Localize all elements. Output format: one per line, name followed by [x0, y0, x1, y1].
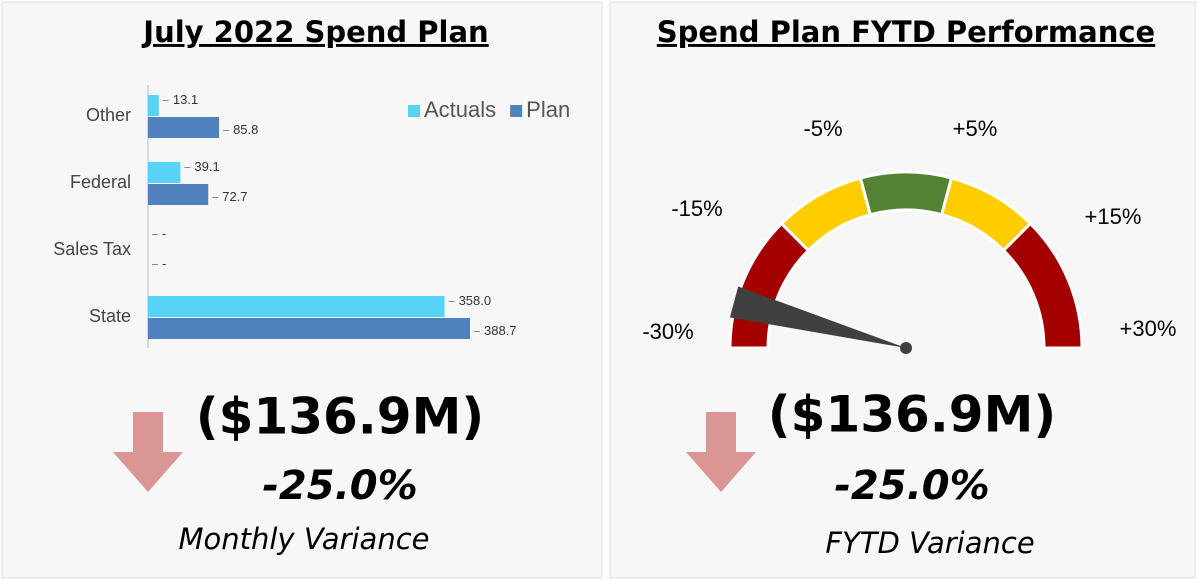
- value-label: 72.7: [222, 189, 247, 204]
- category-label: Federal: [70, 172, 131, 192]
- bar: [148, 162, 181, 183]
- gauge-band: [1001, 221, 1084, 350]
- gauge-tick-label: -15%: [671, 196, 722, 221]
- category-label: State: [89, 306, 131, 326]
- bar: [148, 318, 470, 339]
- legend-swatch: [510, 105, 523, 117]
- legend-label: Actuals: [424, 97, 496, 122]
- variance-percent: -25.0%: [262, 463, 417, 509]
- gauge-tick-label: +30%: [1120, 316, 1177, 341]
- chart-title: July 2022 Spend Plan: [141, 15, 488, 49]
- gauge-tick-label: +5%: [953, 116, 998, 141]
- value-label: -: [162, 256, 166, 271]
- gauge-tick-label: +15%: [1085, 204, 1142, 229]
- down-arrow: [686, 412, 756, 492]
- legend-swatch: [408, 105, 420, 117]
- gauge-band: [858, 170, 954, 217]
- legend-label: Plan: [526, 97, 570, 122]
- value-label: -: [162, 226, 166, 241]
- right-panel: [609, 1, 1196, 579]
- gauge-tick-label: -5%: [803, 116, 842, 141]
- variance-caption: FYTD Variance: [825, 526, 1034, 560]
- bar: [148, 296, 445, 317]
- gauge-tick-label: -30%: [642, 319, 693, 344]
- variance-amount: ($136.9M): [196, 388, 484, 446]
- chart-title: Spend Plan FYTD Performance: [657, 15, 1155, 49]
- bar: [148, 95, 159, 116]
- down-arrow: [113, 412, 183, 492]
- variance-amount: ($136.9M): [768, 386, 1056, 444]
- variance-percent: -25.0%: [834, 463, 989, 509]
- value-label: 85.8: [233, 122, 258, 137]
- value-label: 39.1: [194, 159, 219, 174]
- variance-caption: Monthly Variance: [178, 522, 429, 556]
- left-panel: [1, 1, 603, 579]
- value-label: 388.7: [484, 323, 517, 338]
- needle-hub: [900, 342, 912, 354]
- category-label: Other: [86, 105, 131, 125]
- value-label: 13.1: [173, 92, 198, 107]
- category-label: Sales Tax: [53, 239, 131, 259]
- value-label: 358.0: [459, 293, 492, 308]
- bar: [148, 184, 209, 205]
- gauge-needle: [729, 286, 906, 348]
- bar: [148, 117, 220, 138]
